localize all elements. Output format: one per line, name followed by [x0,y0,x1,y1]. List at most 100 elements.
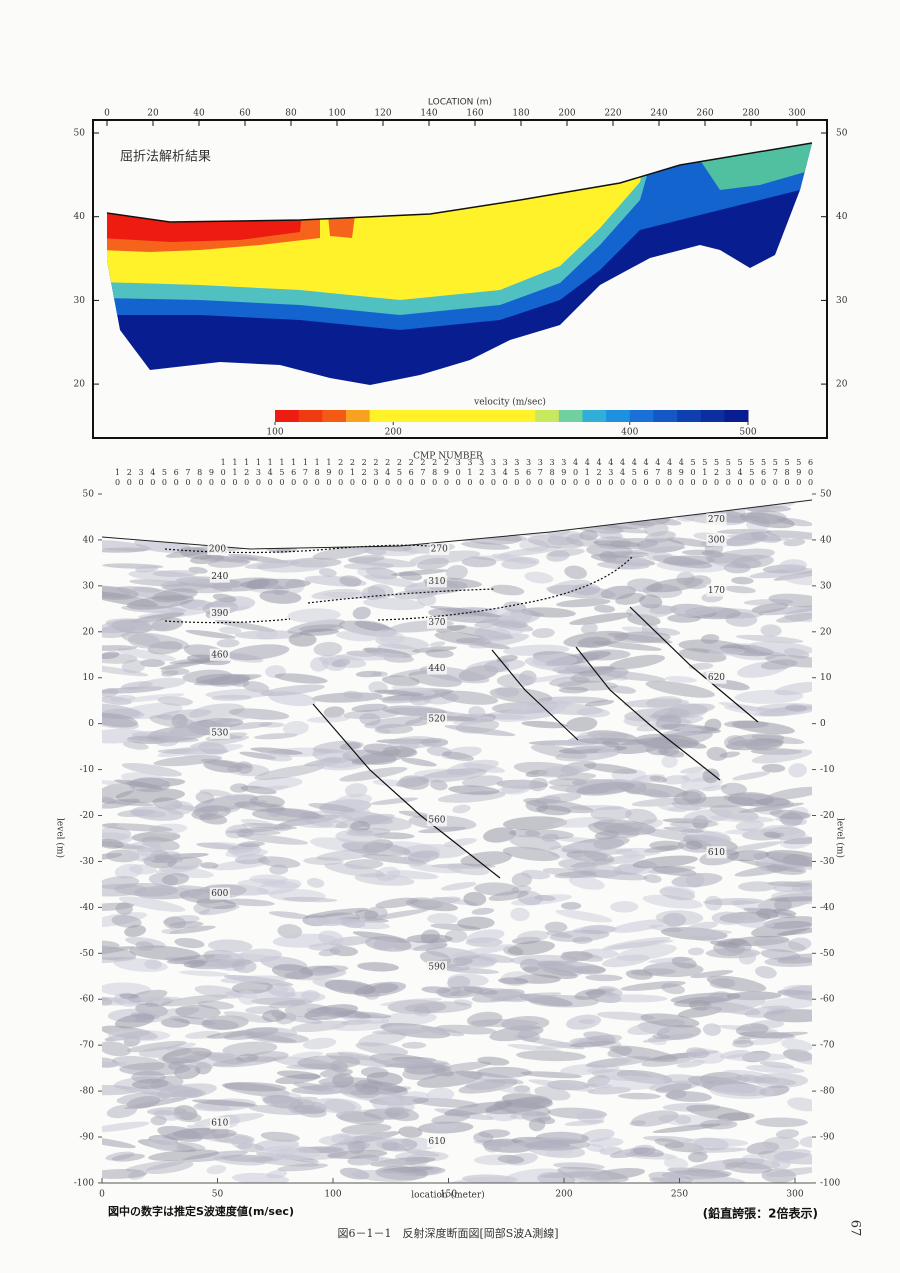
texture-blob [221,1082,287,1092]
texture-blob [419,896,461,907]
texture-blob [452,804,471,814]
texture-blob [429,641,446,647]
texture-blob [182,1150,248,1163]
texture-blob [679,929,733,936]
texture-blob [667,703,708,719]
texture-blob [282,1015,323,1024]
annotation-bg [207,543,228,556]
y-tick-label: 30 [836,296,848,306]
texture-blob [520,607,576,618]
texture-blob [392,684,436,696]
annotation-bg [706,584,727,597]
texture-blob [441,882,477,891]
texture-blob [343,506,408,517]
page-number: 67 [848,1220,863,1237]
texture-blob [725,532,768,547]
texture-blob [159,658,213,670]
texture-blob [262,1009,286,1022]
texture-blob [526,510,548,516]
texture-blob [168,921,204,929]
cmp-tick-label: 440 [618,458,627,488]
texture-blob [787,1097,812,1112]
y-title-left: level (m) [55,818,66,858]
cmp-tick-label: 120 [242,458,251,488]
texture-blob [450,989,474,997]
x-tick-label: 120 [374,109,391,119]
texture-blob [318,948,341,957]
texture-blob [744,1005,792,1018]
velocity-annotation: 300 [708,535,725,545]
x-tick-label: 100 [324,1190,341,1200]
texture-blob [483,827,517,843]
x-tick-label: 280 [742,109,759,119]
texture-blob [330,513,350,528]
x-tick-label: 150 [440,1190,457,1200]
texture-blob [674,1115,692,1125]
texture-blob [381,675,421,687]
texture-blob [487,510,511,522]
cmp-tick-label: 190 [324,458,333,488]
texture-blob [765,654,812,668]
annotation-bg [209,726,230,739]
texture-blob [276,1070,321,1080]
cmp-tick-label: 220 [360,458,369,488]
cmp-tick-label: 40 [148,468,157,488]
y-tick-label: 40 [820,535,832,545]
texture-blob [463,891,487,907]
texture-blob [662,775,690,785]
texture-blob [152,570,198,577]
texture-blob [230,1135,254,1150]
cmp-tick-label: 340 [501,458,510,488]
annotation-bg [209,1117,230,1130]
texture-blob [599,551,649,559]
texture-blob [114,1013,155,1029]
texture-blob [643,521,669,537]
y-tick-label: -50 [820,949,835,959]
annotation-bg [209,570,230,583]
texture-blob [148,1137,178,1152]
texture-blob [615,593,646,605]
texture-blob [236,521,290,535]
texture-blob [485,500,533,511]
x-tick-label: 0 [99,1190,105,1200]
texture-blob [544,921,568,933]
texture-blob [421,1026,465,1037]
texture-blob [456,916,495,930]
texture-blob [609,654,666,670]
texture-blob [232,511,290,525]
texture-blob [640,1013,700,1028]
texture-blob [448,785,500,795]
colorbar-swatch [700,410,725,422]
texture-blob [519,500,545,508]
texture-blob [576,1110,605,1124]
cmp-tick-label: 450 [630,458,639,488]
texture-blob [484,512,516,528]
texture-blob [236,828,255,838]
texture-blob [426,1087,455,1102]
texture-blob [643,874,662,884]
texture-blob [434,524,500,533]
texture-blob [504,1168,565,1183]
texture-blob [286,500,358,512]
texture-blob [681,549,715,556]
texture-blob [363,597,426,611]
cmp-tick-label: 380 [548,458,557,488]
texture-blob [732,1037,752,1045]
texture-blob [360,1066,389,1078]
y-tick-label: -20 [80,811,95,821]
texture-blob [774,681,812,696]
texture-blob [266,1169,288,1179]
texture-blob [632,855,698,869]
texture-blob [149,714,197,728]
texture-blob [384,1062,451,1068]
texture-blob [735,820,765,832]
texture-blob [528,777,549,792]
y-tick-label: 10 [83,673,95,683]
velocity-section [107,143,812,385]
texture-blob [444,1101,513,1117]
texture-blob [355,1042,409,1056]
texture-blob [335,652,405,661]
y-tick-label: 0 [820,719,826,729]
y-tick-label: -60 [80,995,95,1005]
